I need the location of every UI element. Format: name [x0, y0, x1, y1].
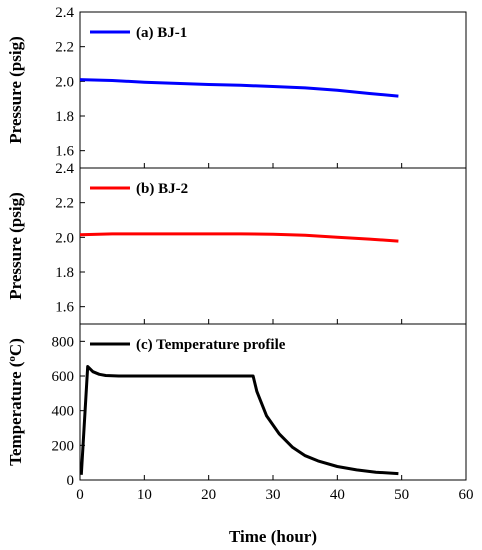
panel-b-ylabel: Pressure (psig): [6, 192, 25, 300]
panel-c-ylabel: Temperature (oC): [6, 338, 25, 466]
x-tick-label: 20: [201, 487, 216, 503]
series-line-c: [79, 365, 399, 476]
panel-b-ytick-label: 2.2: [55, 196, 74, 212]
series-line-a: [79, 78, 399, 98]
x-tick-label: 10: [137, 487, 152, 503]
panel-a-ylabel: Pressure (psig): [6, 36, 25, 144]
x-tick-label: 30: [266, 487, 281, 503]
panel-a-ytick-label: 2.4: [55, 5, 74, 21]
legend-label-c: (c) Temperature profile: [136, 337, 286, 353]
panel-a-ytick-label: 2.2: [55, 40, 74, 56]
x-tick-label: 40: [330, 487, 345, 503]
series-line-b: [79, 232, 399, 243]
x-tick-label: 50: [394, 487, 409, 503]
panel-b-ytick-label: 1.8: [55, 265, 74, 281]
panel-a-ytick-label: 1.8: [55, 109, 74, 125]
x-axis-title: Time (hour): [229, 527, 317, 546]
chart-marks: 1.6 1.8 2.0 2.2 2.4 (a) BJ-1 1.6 1.8 2.0 2.2 2.4 (b…: [52, 5, 474, 503]
panel-b-ytick-label: 2.0: [55, 230, 74, 246]
panel-c-ytick-label: 600: [52, 369, 75, 385]
x-tick-label: 0: [76, 487, 84, 503]
x-tick-label: 60: [459, 487, 474, 503]
panel-b-ytick-label: 2.4: [55, 161, 74, 177]
panel-c-ytick-label: 400: [52, 404, 75, 420]
panel-c-ytick-label: 800: [52, 334, 75, 350]
panel-c-ytick-label: 0: [67, 473, 75, 489]
panel-c-ytick-label: 200: [52, 438, 75, 454]
panel-a-ytick-label: 1.6: [55, 144, 74, 160]
panel-b-ytick-label: 1.6: [55, 300, 74, 316]
panel-a-ytick-label: 2.0: [55, 74, 74, 90]
legend-label-b: (b) BJ-2: [136, 181, 188, 197]
legend-label-a: (a) BJ-1: [136, 25, 187, 41]
